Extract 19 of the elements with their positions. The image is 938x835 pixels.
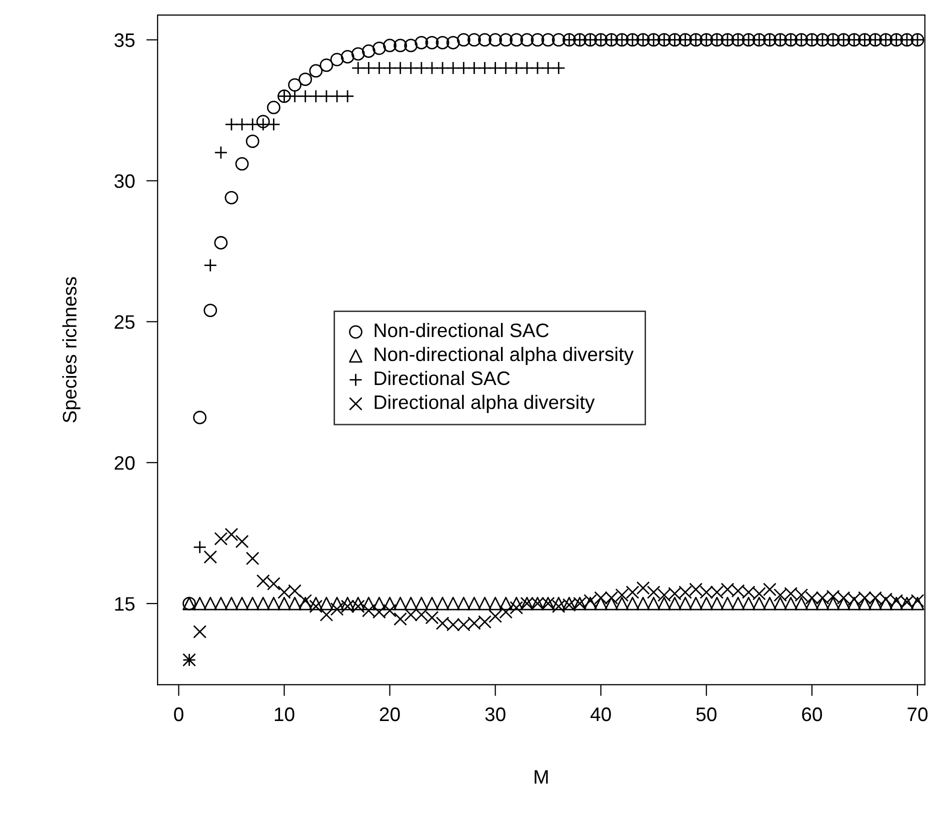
x-tick-label: 60 [802, 707, 822, 722]
y-tick-label: 35 [114, 33, 135, 48]
x-axis-title: M [534, 770, 548, 784]
legend-label: Directional SAC [374, 370, 510, 386]
legend-label: Directional alpha diversity [374, 394, 595, 413]
y-tick-label: 25 [114, 315, 135, 329]
x-tick-label: 30 [485, 707, 506, 722]
x-tick-label: 40 [590, 707, 611, 722]
y-tick-label: 20 [114, 456, 135, 470]
x-tick-label: 10 [274, 707, 294, 722]
x-tick-label: 70 [908, 707, 928, 722]
legend-label: Non-directional SAC [374, 322, 549, 338]
x-tick-label: 0 [174, 707, 184, 722]
y-tick-label: 30 [114, 174, 135, 188]
x-tick-label: 50 [696, 707, 716, 722]
legend-label: Non-directional alpha diversity [374, 346, 634, 366]
x-tick-label: 20 [380, 707, 400, 722]
y-tick-label: 15 [115, 597, 135, 611]
y-axis-title: Species richness [62, 277, 80, 422]
